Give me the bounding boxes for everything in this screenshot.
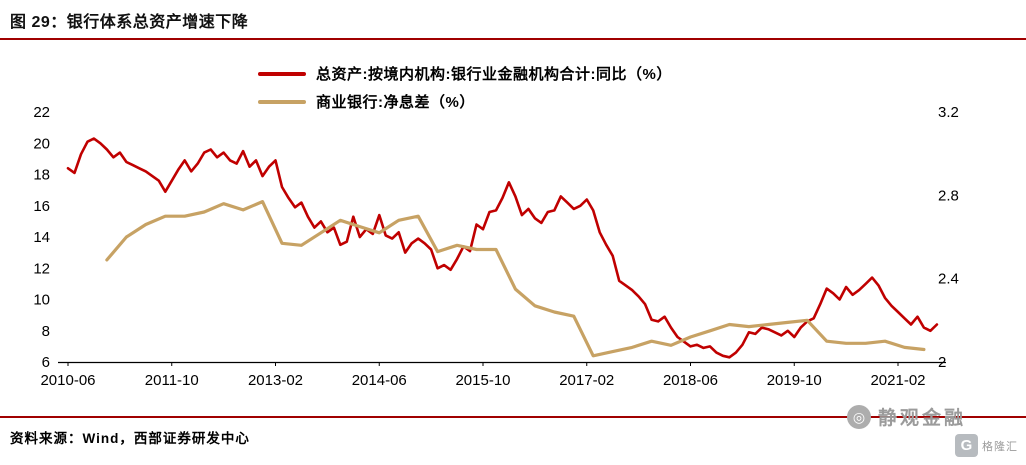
- left-axis-tick-label: 20: [33, 135, 50, 152]
- right-axis-tick-label: 3.2: [938, 104, 959, 121]
- left-axis-tick-label: 16: [33, 198, 50, 215]
- series-line-0: [66, 137, 939, 359]
- x-axis-tick-label: 2014-06: [352, 372, 407, 389]
- x-axis-tick-label: 2017-02: [559, 372, 614, 389]
- x-axis-tick-label: 2018-06: [663, 372, 718, 389]
- x-axis-tick-label: 2015-10: [455, 372, 510, 389]
- legend-swatch-total-assets: [258, 71, 306, 76]
- watermark: ◎ 静观金融: [846, 403, 966, 430]
- figure-title: 图 29：银行体系总资产增速下降: [10, 14, 249, 31]
- left-axis-tick-label: 10: [33, 292, 50, 309]
- x-axis-tick-label: 2021-02: [870, 372, 925, 389]
- left-axis-tick-label: 8: [42, 323, 50, 340]
- legend-swatch-nim: [258, 99, 306, 104]
- source-divider-rule: [0, 416, 1026, 418]
- left-axis-tick-label: 6: [42, 354, 50, 371]
- legend-label-total-assets: 总资产:按境内机构:银行业金融机构合计:同比（%）: [316, 66, 672, 83]
- source-text: 资料来源：Wind，西部证券研发中心: [10, 431, 250, 446]
- watermark-logo-icon: ◎: [846, 404, 871, 429]
- brand-g-icon: G: [955, 434, 978, 457]
- right-axis-tick-label: 2.8: [938, 187, 959, 204]
- x-axis-tick-label: 2011-10: [145, 372, 199, 389]
- right-axis-tick-label: 2: [938, 354, 946, 371]
- legend-item-nim: 商业银行:净息差（%）: [258, 90, 672, 113]
- legend-label-nim: 商业银行:净息差（%）: [316, 94, 475, 111]
- watermark-text: 静观金融: [877, 408, 966, 429]
- right-axis-tick-label: 2.4: [938, 271, 959, 288]
- x-axis-tick-label: 2019-10: [767, 372, 822, 389]
- left-axis-tick-label: 12: [33, 260, 50, 277]
- brand-badge-text: 格隆汇: [982, 440, 1018, 453]
- series-line-1: [105, 200, 926, 358]
- left-axis-tick-label: 18: [33, 167, 50, 184]
- left-axis-tick-label: 14: [33, 229, 50, 246]
- chart-legend: 总资产:按境内机构:银行业金融机构合计:同比（%） 商业银行:净息差（%）: [258, 62, 672, 113]
- title-divider-rule: [0, 38, 1026, 40]
- legend-item-total-assets: 总资产:按境内机构:银行业金融机构合计:同比（%）: [258, 62, 672, 85]
- x-axis-tick-label: 2010-06: [40, 372, 95, 389]
- left-axis-tick-label: 22: [33, 104, 50, 121]
- corner-brand-badge: G 格隆汇: [955, 434, 1018, 457]
- x-axis-tick-label: 2013-02: [248, 372, 303, 389]
